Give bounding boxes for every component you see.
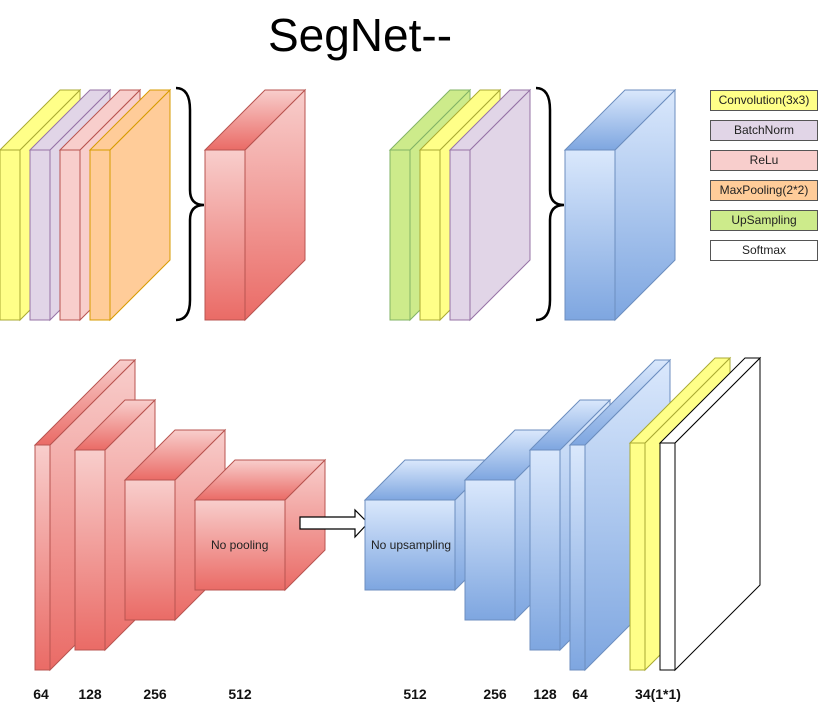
encoder-brace xyxy=(175,86,205,322)
encoder-block-128-front xyxy=(74,449,106,651)
conv-layer-front xyxy=(419,149,441,321)
bottleneck-arrow xyxy=(299,508,369,539)
encoder-channel-label: 512 xyxy=(228,686,252,702)
batchnorm-layer-front xyxy=(29,149,51,321)
no-pooling-label: No pooling xyxy=(211,538,269,552)
decoder-channel-label: 256 xyxy=(483,686,507,702)
decoder-unit-block-front xyxy=(564,149,616,321)
maxpool-layer-front xyxy=(89,149,111,321)
decoder-brace xyxy=(535,86,565,322)
relu-layer-front xyxy=(59,149,81,321)
decoder-block-256-front xyxy=(464,479,516,621)
legend-convolution: Convolution(3x3) xyxy=(710,90,818,111)
decoder-block-512-front xyxy=(364,499,456,591)
legend-label: Convolution(3x3) xyxy=(718,93,810,107)
encoder-block-64-front xyxy=(34,444,51,671)
conv-layer-front xyxy=(0,149,21,321)
encoder-block-256-front xyxy=(124,479,176,621)
legend-batchnorm: BatchNorm xyxy=(710,120,818,141)
decoder-channel-label: 64 xyxy=(572,686,588,702)
legend-label: BatchNorm xyxy=(733,123,795,137)
decoder-block-64-front xyxy=(569,444,586,671)
legend-label: ReLu xyxy=(749,153,779,167)
encoder-block-512-front xyxy=(194,499,286,591)
diagram-title: SegNet-- xyxy=(267,9,453,61)
encoder-channel-label: 64 xyxy=(33,686,49,702)
legend-label: Softmax xyxy=(741,243,786,257)
upsampling-layer-front xyxy=(389,149,411,321)
legend-softmax: Softmax xyxy=(710,240,818,261)
decoder-channel-label: 512 xyxy=(403,686,427,702)
legend-label: UpSampling xyxy=(731,213,797,227)
output-conv-layer-front xyxy=(629,442,646,671)
decoder-channel-label: 128 xyxy=(533,686,557,702)
no-upsampling-label: No upsampling xyxy=(371,538,452,552)
encoder-channel-label: 256 xyxy=(143,686,167,702)
softmax-layer-front xyxy=(659,442,676,671)
encoder-unit-block-front xyxy=(204,149,246,321)
legend-maxpooling: MaxPooling(2*2) xyxy=(710,180,818,201)
decoder-block-128-front xyxy=(529,449,561,651)
batchnorm-layer-front xyxy=(449,149,471,321)
legend-relu: ReLu xyxy=(710,150,818,171)
legend-upsampling: UpSampling xyxy=(710,210,818,231)
output-channel-label: 34(1*1) xyxy=(635,686,681,702)
encoder-channel-label: 128 xyxy=(78,686,102,702)
legend-label: MaxPooling(2*2) xyxy=(719,183,809,197)
